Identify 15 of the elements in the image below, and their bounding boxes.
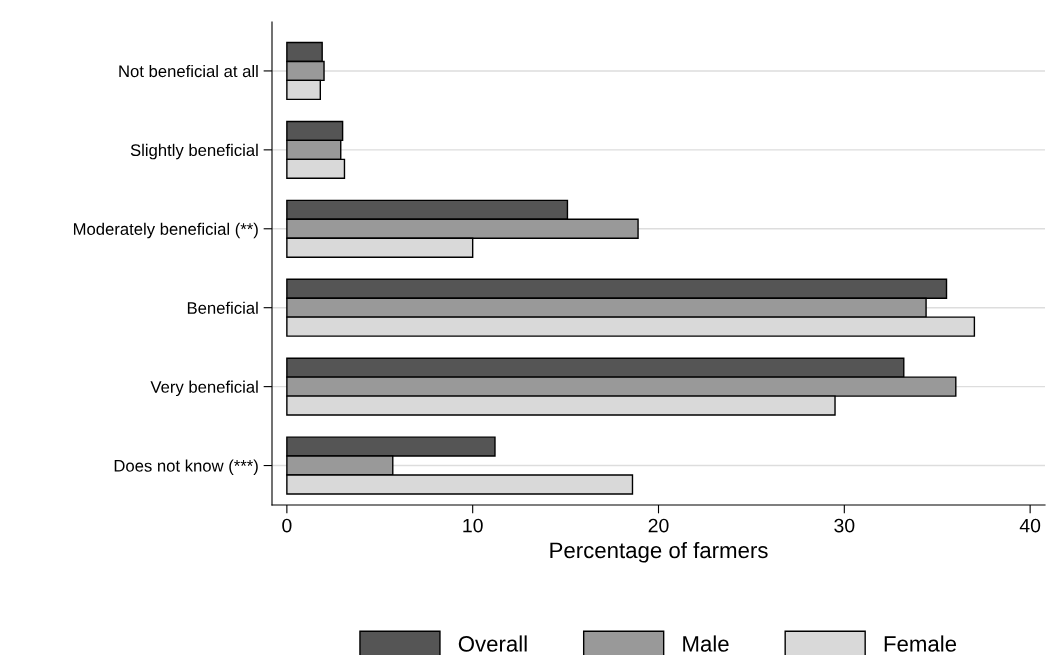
x-tick-label: 30: [834, 518, 855, 533]
x-tick-label: 10: [463, 518, 483, 533]
y-tick-label: Slightly beneficial: [130, 143, 258, 160]
x-axis-title: Percentage of farmers: [550, 541, 768, 563]
y-tick-label: Moderately beneficial (**): [73, 222, 258, 239]
x-tick-label: 0: [282, 518, 292, 533]
y-tick-label: Very beneficial: [150, 380, 258, 397]
x-tick-label: 40: [1019, 518, 1041, 533]
x-tick-label: 20: [648, 518, 669, 533]
y-tick-label: Does not know (***): [114, 459, 258, 476]
legend-label: Male: [683, 635, 729, 652]
y-tick-label: Not beneficial at all: [119, 64, 258, 78]
legend-label: Overall: [458, 635, 527, 652]
legend-label: Female: [884, 635, 957, 652]
y-tick-label: Beneficial: [187, 301, 258, 314]
